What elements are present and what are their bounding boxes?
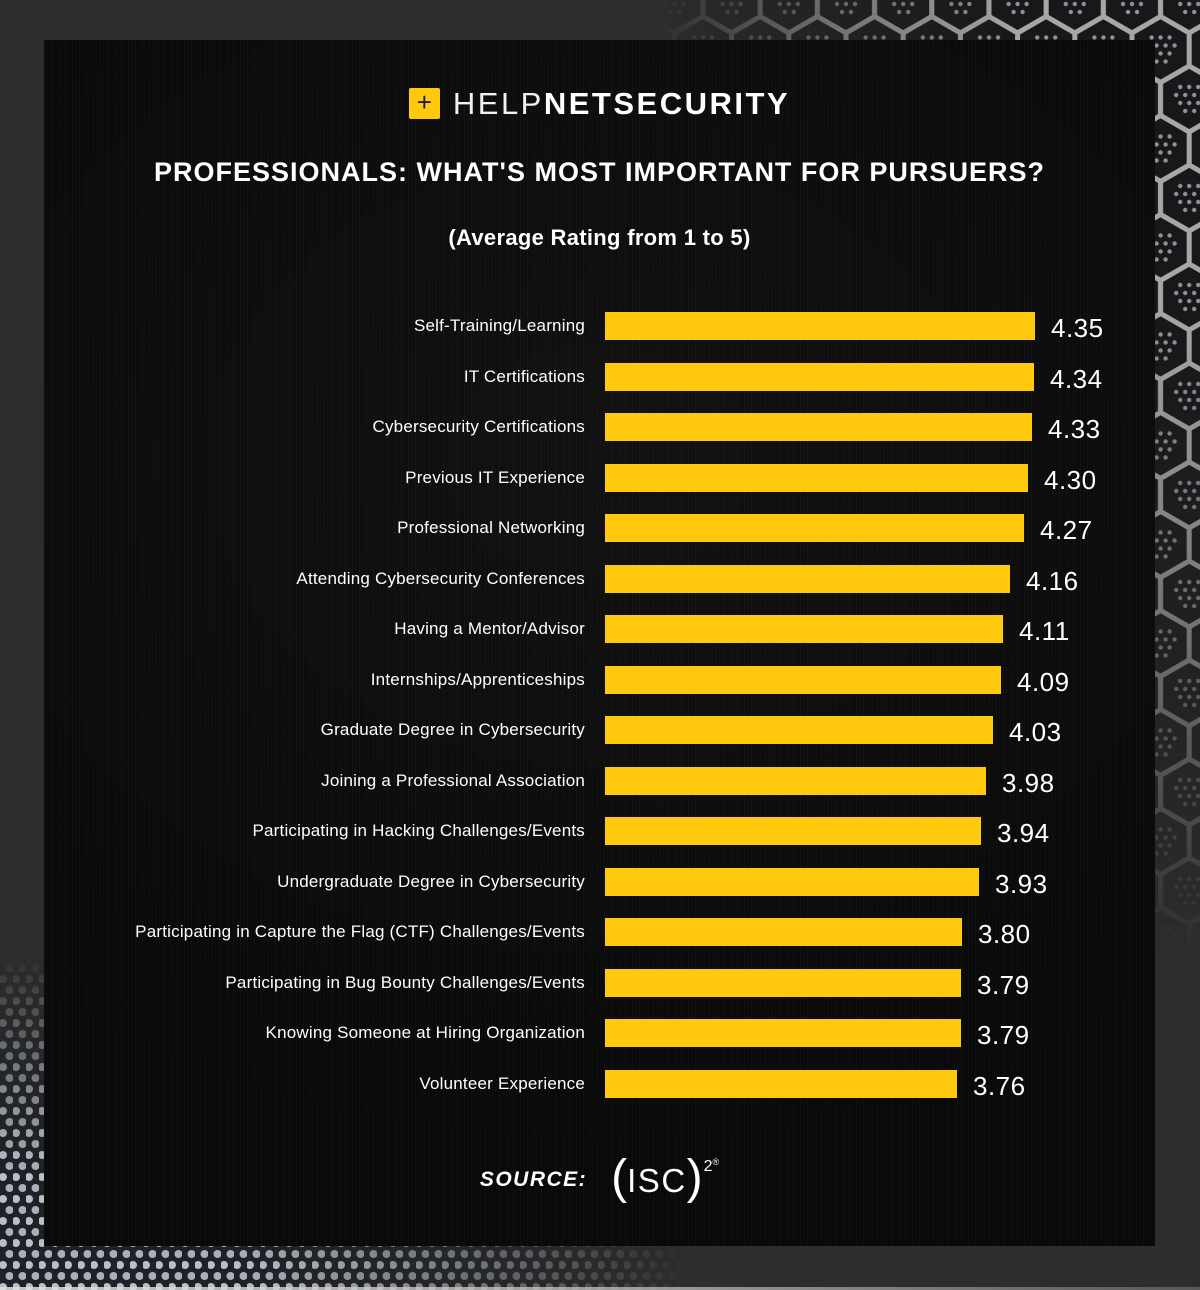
plus-glyph: + [416, 87, 432, 117]
row-bar [605, 817, 981, 845]
chart-row: Knowing Someone at Hiring Organization 3… [44, 1019, 1155, 1050]
row-value: 3.79 [977, 970, 1030, 1000]
chart-row: Graduate Degree in Cybersecurity 4.03 [44, 716, 1155, 747]
row-label: Self-Training/Learning [413, 316, 585, 335]
row-value: 3.80 [978, 919, 1031, 949]
brand-logo: + HELPNETSECURITY [44, 85, 1155, 121]
row-label: Having a Mentor/Advisor [394, 619, 585, 638]
row-bar [605, 363, 1034, 391]
row-bar [605, 514, 1024, 542]
row-bar [605, 413, 1032, 441]
chart-row: Attending Cybersecurity Conferences 4.16 [44, 565, 1155, 596]
chart-row: Having a Mentor/Advisor 4.11 [44, 615, 1155, 646]
row-label: Participating in Bug Bounty Challenges/E… [225, 973, 585, 992]
chart-row: IT Certifications 4.34 [44, 363, 1155, 394]
chart-row: Undergraduate Degree in Cybersecurity 3.… [44, 868, 1155, 899]
row-value: 3.76 [973, 1071, 1026, 1101]
chart-row: Volunteer Experience 3.76 [44, 1070, 1155, 1101]
row-label: Volunteer Experience [419, 1074, 585, 1093]
infographic-panel: + HELPNETSECURITY PROFESSIONALS: WHAT'S … [44, 40, 1155, 1246]
row-bar [605, 918, 962, 946]
row-value: 4.16 [1026, 566, 1079, 596]
source-row: SOURCE: ( ISC ) 2® [44, 1152, 1155, 1208]
chart-title: PROFESSIONALS: WHAT'S MOST IMPORTANT FOR… [154, 157, 1045, 187]
row-label: Participating in Hacking Challenges/Even… [252, 821, 585, 840]
row-bar [605, 1070, 957, 1098]
bar-chart: Self-Training/Learning 4.35 IT Certifica… [44, 312, 1155, 1102]
chart-row: Participating in Capture the Flag (CTF) … [44, 918, 1155, 949]
chart-subtitle: (Average Rating from 1 to 5) [448, 225, 751, 250]
row-label: Internships/Apprenticeships [370, 670, 585, 689]
row-value: 4.33 [1048, 414, 1101, 444]
brand-wordmark: HELPNETSECURITY [453, 88, 790, 119]
row-bar [605, 565, 1010, 593]
row-value: 4.27 [1040, 515, 1093, 545]
row-label: Participating in Capture the Flag (CTF) … [135, 922, 585, 941]
row-bar [605, 312, 1035, 340]
row-label: Undergraduate Degree in Cybersecurity [277, 872, 585, 891]
plus-icon: + [408, 87, 440, 119]
row-label: IT Certifications [463, 367, 585, 386]
row-bar [605, 969, 961, 997]
brand-name-light: HELP [452, 85, 544, 121]
row-label: Previous IT Experience [405, 468, 585, 487]
chart-row: Cybersecurity Certifications 4.33 [44, 413, 1155, 444]
row-value: 3.79 [977, 1020, 1030, 1050]
chart-row: Professional Networking 4.27 [44, 514, 1155, 545]
isc2-core: ISC [627, 1161, 687, 1199]
row-value: 3.98 [1002, 768, 1055, 798]
bottom-edge-highlight [0, 1287, 1200, 1290]
row-label: Cybersecurity Certifications [372, 417, 585, 436]
row-value: 4.09 [1017, 667, 1070, 697]
isc2-logo: ( ISC ) 2® [611, 1151, 720, 1204]
row-value: 4.03 [1009, 717, 1062, 747]
chart-row: Previous IT Experience 4.30 [44, 464, 1155, 495]
row-value: 4.30 [1044, 465, 1097, 495]
row-bar [605, 615, 1003, 643]
isc2-sup-two: 2 [703, 1158, 713, 1175]
row-label: Knowing Someone at Hiring Organization [265, 1023, 585, 1042]
row-label: Attending Cybersecurity Conferences [296, 569, 585, 588]
isc2-paren-right: ) [686, 1151, 703, 1204]
row-label: Joining a Professional Association [321, 771, 585, 790]
row-bar [605, 1019, 961, 1047]
chart-row: Joining a Professional Association 3.98 [44, 767, 1155, 798]
row-value: 4.34 [1050, 364, 1103, 394]
registered-mark: ® [712, 1157, 720, 1167]
row-bar [605, 868, 979, 896]
row-value: 3.93 [995, 869, 1048, 899]
row-value: 3.94 [997, 818, 1050, 848]
source-label: SOURCE: [479, 1168, 588, 1191]
brand-name-bold: NETSECURITY [543, 85, 791, 121]
row-label: Graduate Degree in Cybersecurity [320, 720, 585, 739]
chart-row: Internships/Apprenticeships 4.09 [44, 666, 1155, 697]
row-bar [605, 464, 1028, 492]
row-value: 4.35 [1051, 313, 1104, 343]
isc2-paren-left: ( [611, 1151, 628, 1204]
row-bar [605, 767, 986, 795]
row-bar [605, 666, 1001, 694]
chart-row: Participating in Hacking Challenges/Even… [44, 817, 1155, 848]
chart-row: Self-Training/Learning 4.35 [44, 312, 1155, 343]
row-label: Professional Networking [397, 518, 585, 537]
chart-row: Participating in Bug Bounty Challenges/E… [44, 969, 1155, 1000]
isc2-superscript: 2® [703, 1157, 720, 1175]
row-bar [605, 716, 993, 744]
row-value: 4.11 [1019, 616, 1070, 646]
